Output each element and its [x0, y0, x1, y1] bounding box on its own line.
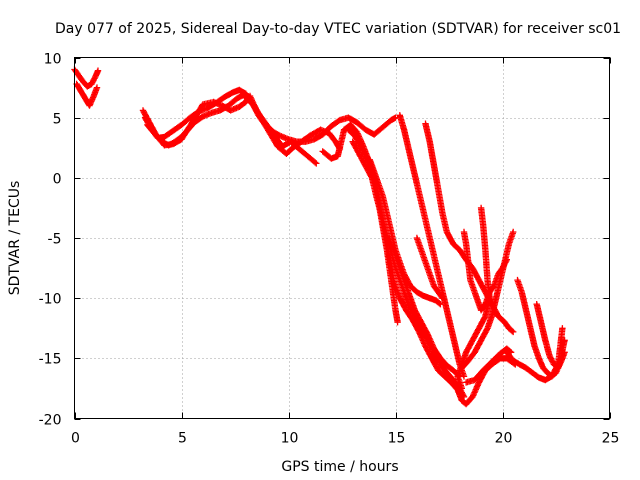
axis-ticks	[74, 57, 611, 420]
y-tick-label: -5	[48, 232, 62, 248]
grid-lines	[74, 57, 610, 419]
plus-markers	[349, 138, 468, 400]
series-arc-m	[422, 120, 517, 336]
x-tick-label: 10	[281, 431, 299, 447]
data-marks	[71, 66, 568, 408]
series-arc-t	[462, 345, 515, 386]
x-tick-label: 25	[602, 431, 620, 447]
plus-markers	[458, 228, 517, 372]
plus-markers	[73, 80, 101, 109]
chart-title: Day 077 of 2025, Sidereal Day-to-day VTE…	[55, 21, 621, 37]
y-tick-label: -10	[39, 292, 62, 308]
x-tick-label: 15	[388, 431, 406, 447]
plus-markers	[396, 112, 468, 380]
plus-markers	[366, 156, 444, 308]
plus-markers	[462, 345, 515, 386]
plus-markers	[454, 204, 493, 392]
x-tick-label: 0	[71, 431, 80, 447]
series-arc-j	[366, 156, 444, 308]
y-tick-label: -20	[39, 413, 62, 429]
y-tick-labels: -20 -15 -10 -5 0 5 10	[39, 52, 62, 429]
series-arc-l	[413, 234, 446, 302]
series-arc-e	[144, 92, 320, 167]
plus-markers	[503, 325, 566, 384]
series-arc-o	[454, 204, 493, 392]
series-arc-s	[503, 325, 566, 384]
series-arc-b	[73, 80, 101, 109]
x-tick-labels: 0 5 10 15 20 25	[71, 431, 619, 447]
series-arc-h	[349, 138, 468, 400]
plus-markers	[144, 92, 320, 167]
x-axis-label: GPS time / hours	[281, 459, 398, 475]
y-axis-label: SDTVAR / TECUs	[7, 181, 23, 296]
series-arc-p	[458, 228, 517, 372]
y-tick-label: 0	[53, 172, 62, 188]
y-tick-label: 10	[44, 52, 62, 68]
y-tick-label: -15	[39, 352, 62, 368]
y-tick-label: 5	[53, 112, 62, 128]
x-tick-label: 5	[178, 431, 187, 447]
x-tick-label: 20	[495, 431, 513, 447]
plus-markers	[413, 234, 446, 302]
series-arc-k	[396, 112, 468, 380]
plus-markers	[422, 120, 517, 336]
